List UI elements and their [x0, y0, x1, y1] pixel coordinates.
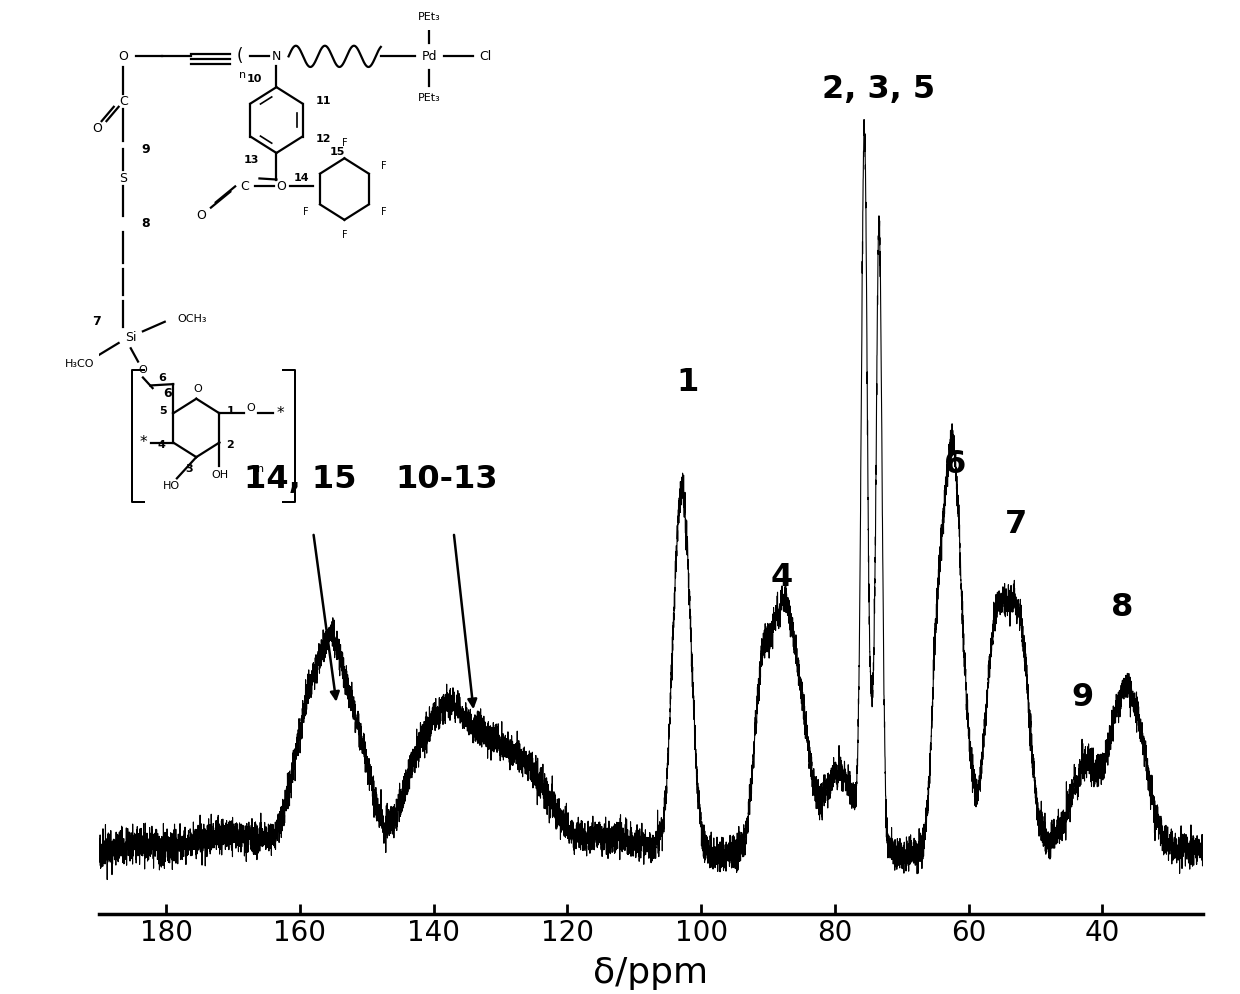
- Text: 2, 3, 5: 2, 3, 5: [822, 75, 935, 105]
- Text: 10-13: 10-13: [396, 464, 498, 495]
- Text: 1: 1: [677, 367, 699, 398]
- Text: 6: 6: [944, 449, 966, 480]
- Text: 4: 4: [770, 562, 792, 592]
- Text: 8: 8: [1111, 591, 1133, 622]
- Text: 7: 7: [1004, 509, 1027, 540]
- X-axis label: δ/ppm: δ/ppm: [594, 955, 708, 990]
- Text: 9: 9: [1071, 682, 1094, 713]
- Text: 14, 15: 14, 15: [243, 464, 356, 495]
